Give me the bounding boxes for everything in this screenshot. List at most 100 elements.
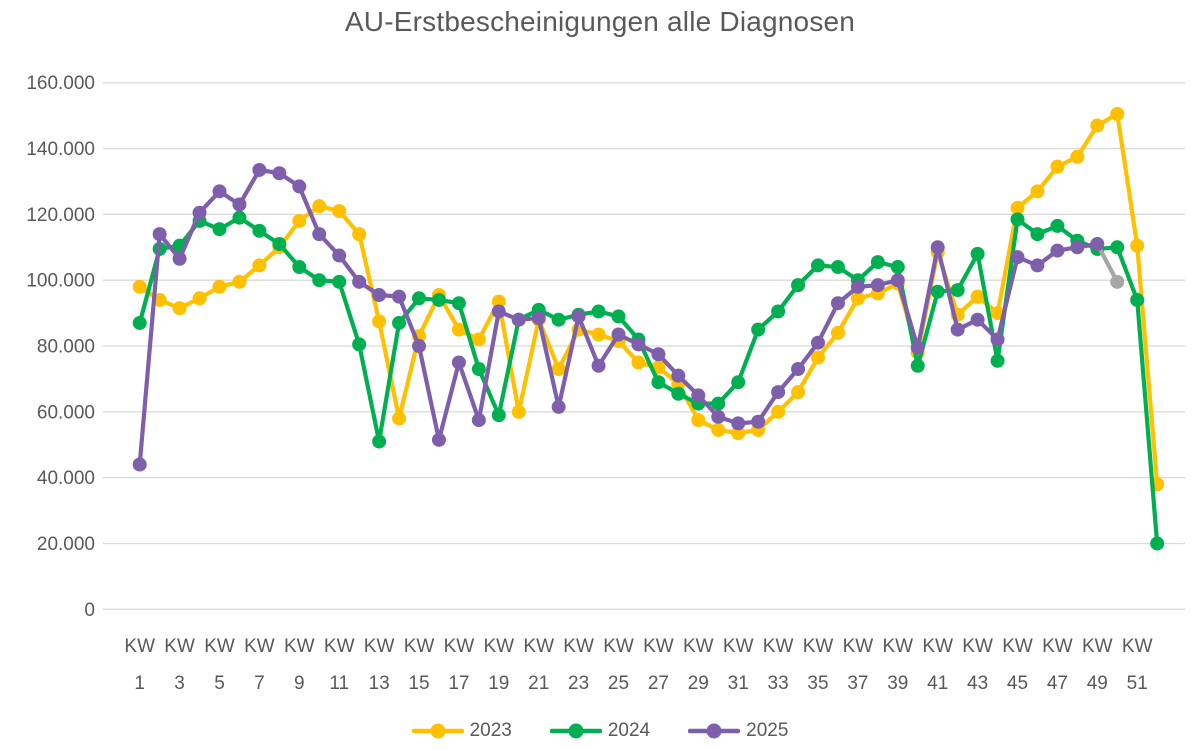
data-point-2024-week-34 — [791, 278, 806, 293]
data-point-2024-week-9 — [292, 260, 307, 275]
x-axis-tick-label: 15 — [408, 673, 429, 694]
data-point-2024-week-41 — [930, 284, 945, 299]
data-point-2024-week-31 — [731, 375, 746, 390]
data-point-2023-week-45 — [1010, 200, 1025, 215]
x-axis-tick-label: 41 — [927, 673, 948, 694]
data-point-2025-week-5 — [212, 184, 227, 199]
data-point-2024-week-10 — [312, 273, 327, 288]
x-axis-tick-label: 9 — [294, 673, 305, 694]
x-axis-tick-label: 47 — [1047, 673, 1068, 694]
x-axis-tick-label: 3 — [174, 673, 185, 694]
data-point-2025-week-44 — [990, 332, 1005, 347]
data-point-2024-week-30 — [711, 396, 726, 411]
x-axis-tick-prefix: KW — [723, 636, 754, 657]
data-point-2024-week-19 — [491, 408, 506, 423]
data-point-2025-week-3 — [172, 251, 187, 266]
data-point-2023-week-33 — [771, 404, 786, 419]
data-point-2023-week-12 — [352, 227, 367, 242]
data-point-2025-week-22 — [551, 399, 566, 414]
data-point-2025-week-8 — [272, 166, 287, 181]
data-point-2025-week-31 — [731, 416, 746, 431]
data-point-2023-week-36 — [830, 325, 845, 340]
data-point-2023-week-4 — [192, 291, 207, 306]
data-point-2025-week-17 — [451, 355, 466, 370]
data-point-2025-week-15 — [412, 339, 426, 354]
chart-title: AU-Erstbescheinigungen alle Diagnosen — [344, 6, 856, 37]
data-point-2025-week-40 — [910, 340, 925, 355]
data-point-2023-week-37 — [850, 291, 865, 306]
x-axis-tick-label: 33 — [768, 673, 789, 694]
data-point-2025-week-49 — [1090, 236, 1105, 251]
x-axis-tick-label: 29 — [688, 673, 709, 694]
x-axis-tick-label: 25 — [608, 673, 629, 694]
data-point-2024-week-40 — [910, 358, 925, 373]
data-point-2023-week-9 — [292, 213, 307, 228]
legend-label-2023: 2023 — [469, 720, 512, 741]
legend-label-2024: 2024 — [607, 720, 651, 741]
y-axis-tick-label: 60.000 — [37, 402, 95, 423]
x-axis-tick-label: 31 — [728, 673, 749, 694]
x-axis-tick-prefix: KW — [1122, 636, 1153, 657]
data-point-2024-week-6 — [232, 210, 247, 225]
data-point-2025-week-46 — [1030, 258, 1045, 273]
x-axis-tick-prefix: KW — [922, 636, 953, 657]
data-point-2025-week-12 — [352, 274, 367, 289]
x-axis-tick-prefix: KW — [1002, 636, 1033, 657]
x-axis-tick-prefix: KW — [1082, 636, 1113, 657]
data-point-2025-week-10 — [312, 227, 327, 242]
x-axis-tick-label: 37 — [847, 673, 868, 694]
data-point-2024-week-43 — [970, 246, 985, 261]
x-axis-tick-prefix: KW — [444, 636, 475, 657]
data-point-2025-week-26 — [631, 337, 646, 352]
data-point-2025-week-6 — [232, 197, 247, 212]
data-point-2023-week-24 — [591, 327, 606, 342]
data-point-2023-week-29 — [691, 413, 706, 428]
data-point-2025-week-23 — [571, 309, 586, 324]
data-point-2024-week-39 — [890, 260, 905, 275]
data-point-2025-week-39 — [890, 273, 905, 288]
legend-item-2024: 2024 — [549, 720, 651, 742]
x-axis-tick-prefix: KW — [124, 636, 155, 657]
data-point-2023-week-3 — [172, 301, 187, 316]
x-axis-tick-prefix: KW — [364, 636, 395, 657]
x-axis-tick-prefix: KW — [643, 636, 674, 657]
data-point-2025-week-18 — [471, 413, 486, 428]
data-point-2023-week-13 — [372, 314, 387, 329]
data-point-2024-week-17 — [451, 296, 466, 311]
data-point-2023-week-50 — [1110, 107, 1125, 122]
data-point-2025-week-47 — [1050, 243, 1065, 258]
data-point-2024-week-46 — [1030, 227, 1045, 242]
x-axis-tick-label: 39 — [887, 673, 908, 694]
data-point-2025-week-38 — [870, 278, 885, 293]
x-axis-tick-label: 23 — [568, 673, 589, 694]
data-point-2025-week-9 — [292, 179, 307, 194]
legend-swatch-2023 — [411, 723, 464, 739]
x-axis-tick-label: 17 — [448, 673, 469, 694]
data-point-2024-week-25 — [611, 309, 626, 324]
data-point-2023-week-26 — [631, 355, 646, 370]
data-point-2025-week-19 — [491, 304, 506, 319]
data-point-2024-week-36 — [830, 260, 845, 275]
data-point-2023-week-48 — [1070, 149, 1085, 164]
data-point-2023-week-30 — [711, 422, 726, 437]
data-point-2024-week-28 — [671, 386, 686, 401]
data-point-2024-week-11 — [332, 274, 347, 289]
data-point-2025-week-41 — [930, 240, 945, 255]
x-axis-tick-prefix: KW — [244, 636, 275, 657]
x-axis-tick-prefix: KW — [483, 636, 514, 657]
y-axis-tick-label: 80.000 — [37, 337, 95, 358]
data-point-2023-week-7 — [252, 258, 267, 273]
data-point-2023-week-19 — [491, 294, 506, 309]
data-point-2024-week-8 — [272, 236, 287, 251]
x-axis-tick-label: 11 — [329, 673, 349, 694]
series-line-2024 — [137, 215, 1160, 546]
y-axis-tick-label: 20.000 — [37, 534, 95, 555]
data-point-2025-week-43 — [970, 312, 985, 327]
x-axis-tick-prefix: KW — [683, 636, 714, 657]
data-point-2023-week-47 — [1050, 159, 1065, 174]
y-axis-tick-label: 40.000 — [37, 468, 95, 489]
data-point-2025-week-1 — [132, 457, 147, 472]
data-point-2024-week-47 — [1050, 218, 1065, 233]
data-point-2024-week-13 — [372, 434, 387, 449]
